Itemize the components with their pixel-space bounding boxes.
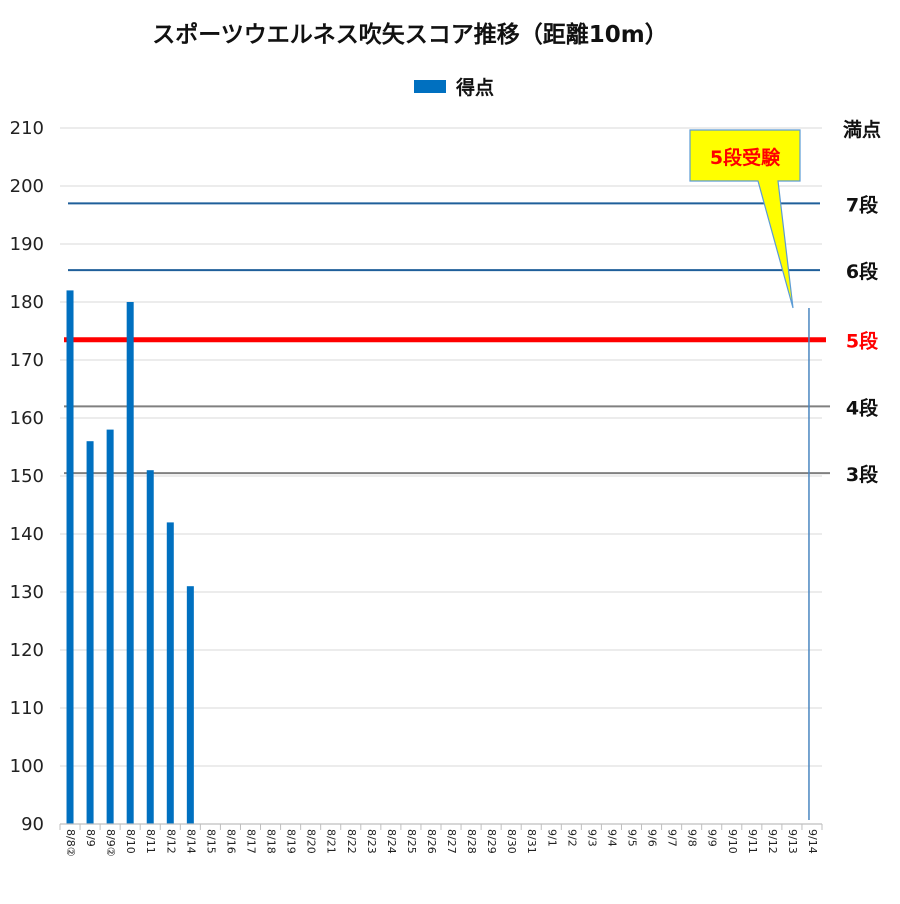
x-tick-14: 8/22	[345, 829, 358, 854]
rank-label-4: 4段	[846, 396, 879, 419]
bar-series	[66, 290, 194, 824]
bar-0	[66, 290, 74, 824]
callout-label: 5段受験	[710, 146, 781, 169]
y-tick-90: 90	[21, 814, 44, 835]
x-tick-24: 9/1	[545, 829, 558, 847]
bar-3	[126, 302, 134, 824]
x-tick-12: 8/20	[305, 829, 318, 854]
x-tick-25: 9/2	[565, 829, 578, 847]
y-tick-170: 170	[10, 350, 44, 371]
legend-swatch	[414, 80, 446, 93]
x-tick-23: 8/31	[525, 829, 538, 854]
x-tick-19: 8/27	[445, 829, 458, 854]
y-tick-160: 160	[10, 408, 44, 429]
y-tick-120: 120	[10, 640, 44, 661]
rank-label-1: 7段	[846, 193, 879, 216]
x-tick-22: 8/30	[505, 829, 518, 854]
x-tick-27: 9/4	[605, 829, 618, 847]
x-tick-3: 8/10	[124, 829, 137, 854]
bar-4	[146, 470, 154, 824]
x-tick-8: 8/16	[224, 829, 237, 854]
x-tick-21: 8/29	[485, 829, 498, 854]
exam-callout: 5段受験	[689, 129, 810, 820]
rank-label-5: 3段	[846, 463, 879, 486]
x-tick-13: 8/21	[325, 829, 338, 854]
x-tick-11: 8/19	[285, 829, 298, 854]
y-tick-140: 140	[10, 524, 44, 545]
x-tick-26: 9/3	[585, 829, 598, 847]
x-tick-17: 8/25	[405, 829, 418, 854]
x-tick-15: 8/23	[365, 829, 378, 854]
x-tick-29: 9/6	[646, 829, 659, 847]
x-tick-9: 8/17	[245, 829, 258, 854]
x-tick-7: 8/15	[204, 829, 217, 854]
x-tick-37: 9/14	[806, 829, 819, 854]
bar-1	[86, 441, 94, 824]
x-tick-34: 9/11	[746, 829, 759, 854]
bar-2	[106, 429, 114, 824]
y-tick-210: 210	[10, 118, 44, 139]
chart-title: スポーツウエルネス吹矢スコア推移（距離10m）	[152, 21, 668, 48]
y-tick-200: 200	[10, 176, 44, 197]
rank-labels: 満点 7段 6段 5段 4段 3段	[843, 119, 881, 486]
rank-label-2: 6段	[846, 260, 879, 283]
rank-label-0: 満点	[843, 119, 881, 141]
callout-box	[689, 129, 801, 309]
y-tick-150: 150	[10, 466, 44, 487]
x-tick-36: 9/13	[786, 829, 799, 854]
x-tick-32: 9/9	[706, 829, 719, 847]
x-tick-4: 8/11	[144, 829, 157, 854]
y-tick-100: 100	[10, 756, 44, 777]
y-tick-110: 110	[10, 698, 44, 719]
x-tick-33: 9/10	[726, 829, 739, 854]
rank-lines	[64, 202, 830, 475]
x-tick-30: 9/7	[666, 829, 679, 847]
rank-label-3: 5段	[846, 330, 879, 353]
grid-lines	[60, 127, 822, 767]
y-tick-130: 130	[10, 582, 44, 603]
y-tick-180: 180	[10, 292, 44, 313]
x-tick-0: 8/8②	[64, 829, 77, 857]
x-tick-20: 8/28	[465, 829, 478, 854]
y-tick-labels: 90 100 110 120 130 140 150 160 170 180 190 200 210	[10, 118, 44, 835]
x-tick-18: 8/26	[425, 829, 438, 854]
bar-5	[166, 522, 174, 824]
bar-6	[186, 586, 194, 824]
x-tick-31: 9/8	[686, 829, 699, 847]
x-tick-6: 8/14	[184, 829, 197, 854]
x-tick-35: 9/12	[766, 829, 779, 854]
y-tick-190: 190	[10, 234, 44, 255]
axes	[59, 823, 823, 830]
x-tick-labels: 8/8② 8/9 8/9② 8/10 8/11 8/12 8/14 8/15 8/16 8/17 8…	[64, 829, 819, 857]
x-tick-16: 8/24	[385, 829, 398, 854]
x-tick-10: 8/18	[265, 829, 278, 854]
x-tick-2: 8/9②	[104, 829, 117, 857]
x-tick-5: 8/12	[164, 829, 177, 854]
legend-label: 得点	[455, 76, 494, 99]
x-tick-1: 8/9	[84, 829, 97, 847]
x-tick-28: 9/5	[626, 829, 639, 847]
